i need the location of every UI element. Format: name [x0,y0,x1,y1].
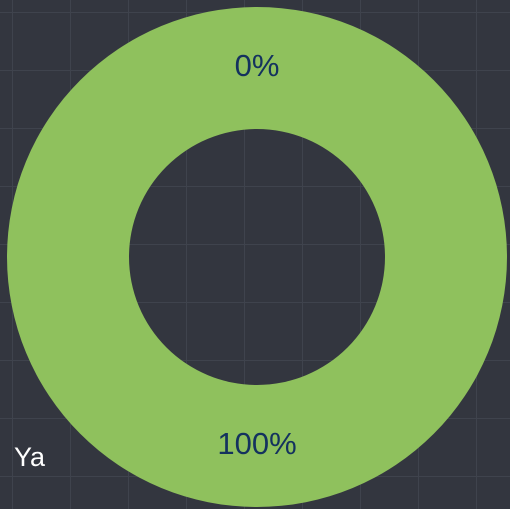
category-label: Ya [14,442,46,472]
donut-slice [7,7,507,507]
value-label: 100% [217,426,296,461]
value-label: 0% [235,48,280,83]
